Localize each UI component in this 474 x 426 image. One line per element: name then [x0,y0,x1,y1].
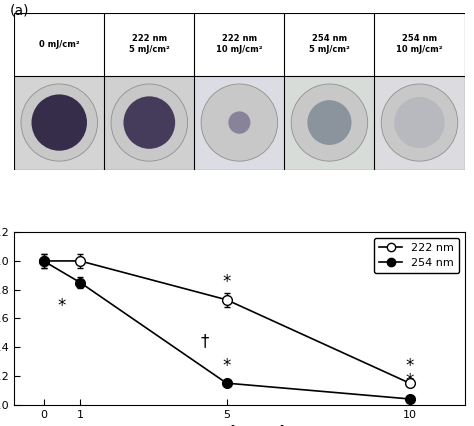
Ellipse shape [307,100,352,145]
Ellipse shape [381,84,458,161]
Bar [104,75,194,170]
Text: †: † [201,332,209,351]
Text: (a): (a) [9,3,29,17]
Text: 222 nm
5 mJ/cm²: 222 nm 5 mJ/cm² [129,34,170,54]
Text: 254 nm
5 mJ/cm²: 254 nm 5 mJ/cm² [309,34,350,54]
Legend: 222 nm, 254 nm: 222 nm, 254 nm [374,238,459,273]
X-axis label: Dose [mJ/cm²]: Dose [mJ/cm²] [195,425,284,426]
Ellipse shape [291,84,368,161]
Ellipse shape [394,97,445,148]
Text: 0 mJ/cm²: 0 mJ/cm² [39,40,80,49]
Text: *: * [58,297,66,315]
Bar [284,75,374,170]
Text: *: * [405,372,414,390]
Ellipse shape [201,84,278,161]
Ellipse shape [228,111,250,134]
Bar [14,75,104,170]
Text: *: * [222,273,231,291]
Ellipse shape [21,84,98,161]
Ellipse shape [31,95,87,151]
Text: *: * [405,357,414,374]
Text: *: * [222,357,231,374]
Text: 254 nm
10 mJ/cm²: 254 nm 10 mJ/cm² [396,34,443,54]
Text: 222 nm
10 mJ/cm²: 222 nm 10 mJ/cm² [216,34,263,54]
Bar [374,75,465,170]
Bar [194,75,284,170]
Ellipse shape [123,96,175,149]
Ellipse shape [111,84,188,161]
